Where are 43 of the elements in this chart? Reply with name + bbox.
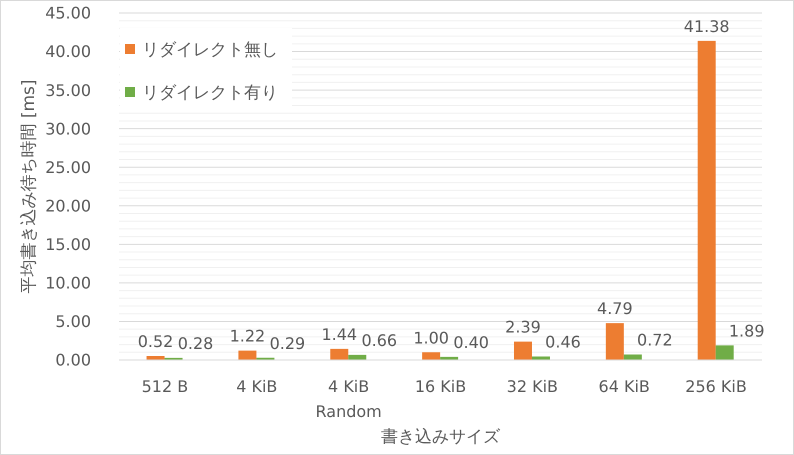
bar xyxy=(716,345,734,360)
data-label: 2.39 xyxy=(505,318,541,337)
data-label: 0.72 xyxy=(637,330,673,350)
y-tick-label: 15.00 xyxy=(45,235,91,254)
y-tick-label: 40.00 xyxy=(45,42,91,62)
data-label: 0.40 xyxy=(453,332,489,352)
x-tick-label: 16 KiB xyxy=(414,377,466,396)
x-tick-label: 4 KiB Random xyxy=(316,377,382,421)
data-label: 1.44 xyxy=(321,324,358,344)
data-label: 0.52 xyxy=(138,332,174,351)
bar xyxy=(606,323,624,360)
x-axis-title: 書き込みサイズ xyxy=(381,427,501,447)
y-tick-label: 45.00 xyxy=(45,4,91,23)
bar xyxy=(330,348,348,360)
data-label: 0.66 xyxy=(361,330,398,350)
x-tick-label: 32 KiB xyxy=(506,377,558,396)
bar xyxy=(514,342,532,360)
y-tick-label: 25.00 xyxy=(45,158,91,177)
data-label: 0.28 xyxy=(178,334,214,353)
x-tick-label: 512 B xyxy=(142,377,188,396)
x-tick-label: 256 KiB xyxy=(685,377,747,396)
data-label: 41.38 xyxy=(684,16,730,36)
bar xyxy=(422,352,440,360)
data-label: 1.89 xyxy=(728,321,765,340)
y-tick-label: 0.00 xyxy=(55,350,91,370)
x-tick-label: 64 KiB xyxy=(598,377,650,396)
data-label: 1.22 xyxy=(230,326,266,346)
y-tick-label: 10.00 xyxy=(45,274,91,293)
bar xyxy=(238,350,256,360)
data-label: 0.46 xyxy=(545,332,581,352)
y-axis-title: 平均書き込み待ち時間 [ms] xyxy=(19,79,39,294)
bar xyxy=(624,354,642,360)
x-tick-label: 4 KiB xyxy=(236,377,278,396)
y-tick-label: 35.00 xyxy=(45,80,91,100)
bar xyxy=(698,40,716,360)
data-label: 4.79 xyxy=(597,299,633,318)
legend-label: リダイレクト有り xyxy=(142,82,278,104)
y-tick-label: 20.00 xyxy=(45,196,91,216)
data-label: 0.29 xyxy=(270,334,306,353)
data-label: 1.00 xyxy=(413,328,449,348)
y-tick-label: 5.00 xyxy=(55,312,91,332)
y-tick-label: 30.00 xyxy=(45,119,91,138)
legend-label: リダイレクト無し xyxy=(142,38,278,60)
